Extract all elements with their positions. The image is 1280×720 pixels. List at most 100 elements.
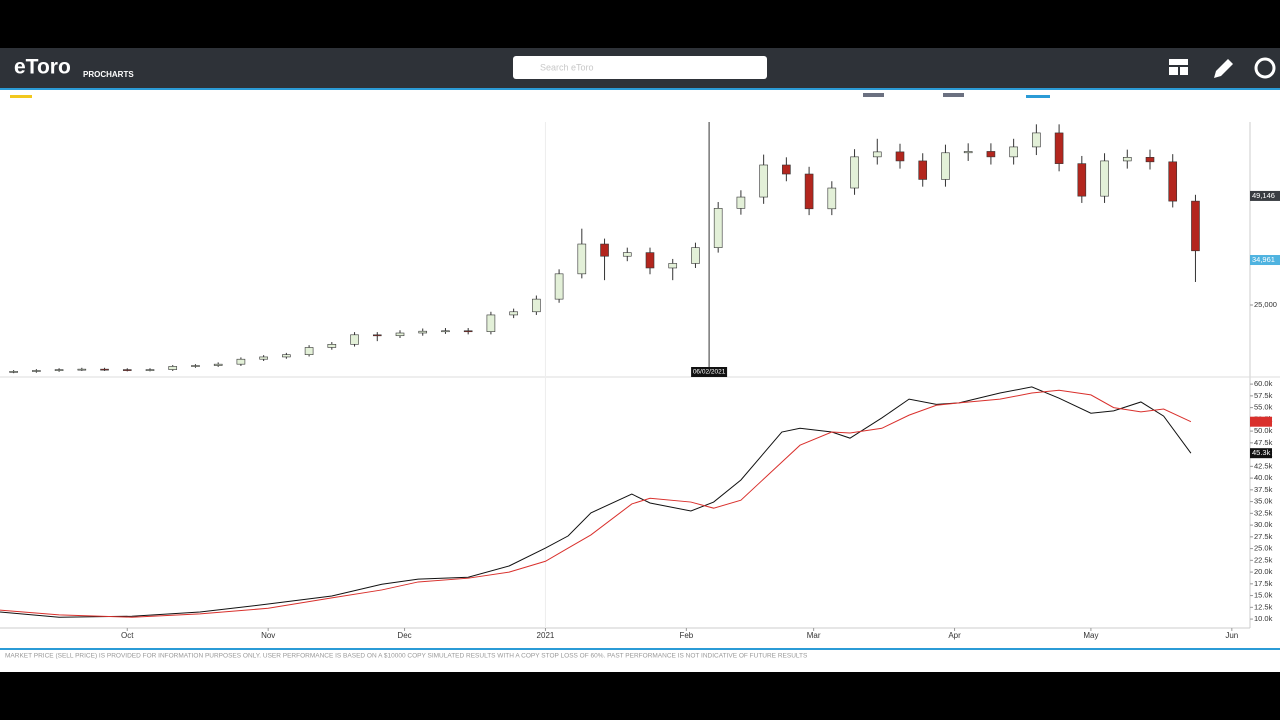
- candle-body: [122, 369, 132, 371]
- y-tick-label: 10.0k: [1254, 614, 1273, 623]
- candle-body: [32, 370, 41, 372]
- candle-body: [941, 152, 950, 180]
- candle-body: [1077, 163, 1087, 197]
- candle-body: [872, 151, 882, 158]
- candle-body: [1145, 157, 1155, 163]
- x-tick-label: Feb: [679, 631, 693, 640]
- last-value-label: 45.3k: [1252, 448, 1271, 457]
- price-label-box: [1250, 255, 1280, 266]
- y-tick-label: 12.5k: [1254, 602, 1273, 611]
- candle-body: [395, 332, 405, 337]
- candle-body: [759, 164, 768, 198]
- crosshair-label-box: [691, 367, 728, 377]
- candle-body: [327, 343, 337, 348]
- y-tick-label: 32.5k: [1254, 508, 1273, 517]
- tab[interactable]: [10, 95, 32, 98]
- tab[interactable]: [863, 93, 884, 97]
- x-tick-label: Apr: [948, 631, 961, 640]
- candle-body: [463, 330, 473, 333]
- search-box[interactable]: [513, 56, 767, 79]
- candle-body: [1191, 200, 1200, 252]
- candle-body: [1009, 146, 1018, 158]
- tab[interactable]: [1026, 95, 1050, 98]
- disclaimer: MARKET PRICE (SELL PRICE) IS PROVIDED FO…: [5, 653, 808, 660]
- y-tick-label: 27.5k: [1254, 532, 1273, 541]
- x-tick-label: Oct: [121, 631, 134, 640]
- candle-body: [486, 314, 496, 332]
- y-tick-label: 30.0k: [1254, 520, 1273, 529]
- series-last-marker: [1250, 416, 1272, 427]
- x-tick-label: 2021: [537, 631, 555, 640]
- candle-body: [554, 273, 564, 300]
- x-tick-label: May: [1083, 631, 1098, 640]
- candle-body: [54, 369, 64, 371]
- series-line: [0, 389, 1192, 618]
- search-placeholder: Search eToro: [540, 62, 594, 72]
- candle-body: [350, 334, 359, 345]
- candle-body: [577, 243, 587, 275]
- x-tick-label: Jun: [1225, 631, 1238, 640]
- candle-body: [691, 247, 700, 264]
- candle-body: [1122, 157, 1132, 162]
- price-label-box: [1250, 190, 1280, 201]
- price-label: 49,146: [1252, 191, 1275, 200]
- candle-body: [736, 196, 746, 209]
- y-tick-label: 55.0k: [1254, 403, 1273, 412]
- candle-body: [372, 334, 382, 337]
- tab[interactable]: [943, 93, 964, 97]
- candle-body: [918, 160, 928, 180]
- candle-body: [441, 330, 450, 333]
- series-last-marker: [1250, 448, 1272, 459]
- y-tick-label: 50.0k: [1254, 426, 1273, 435]
- layout-icon[interactable]: [1169, 59, 1188, 75]
- product-name: PROCHARTS: [83, 70, 134, 79]
- candle-body: [282, 354, 291, 358]
- candle-body: [236, 358, 246, 365]
- candle-body: [532, 298, 541, 313]
- y-tick-label: 35.0k: [1254, 497, 1273, 506]
- candle-body: [713, 208, 723, 248]
- candle-body: [804, 173, 814, 210]
- x-tick-label: Dec: [397, 631, 411, 640]
- candle-body: [782, 164, 791, 175]
- y-tick-label: 17.5k: [1254, 579, 1273, 588]
- candle-body: [1100, 160, 1109, 197]
- candle-body: [191, 365, 200, 367]
- candle-body: [600, 243, 609, 257]
- y-tick-label: 25.0k: [1254, 544, 1273, 553]
- candle-body: [895, 151, 905, 162]
- candle-body: [509, 311, 518, 316]
- candle-body: [418, 330, 428, 334]
- candle-body: [963, 151, 973, 154]
- y-tick-label: 60.0k: [1254, 379, 1273, 388]
- crosshair-label: 06/02/2021: [693, 369, 726, 376]
- y-tick-label: 25,000: [1254, 300, 1277, 309]
- y-tick-label: 42.5k: [1254, 461, 1273, 470]
- candle-body: [168, 366, 178, 370]
- candle-body: [622, 252, 632, 257]
- y-tick-label: 15.0k: [1254, 591, 1273, 600]
- logo[interactable]: eToro: [14, 56, 71, 79]
- series-line: [0, 386, 1192, 618]
- price-label: 34,961: [1252, 255, 1275, 264]
- y-tick-label: 20.0k: [1254, 567, 1273, 576]
- candle-body: [1168, 161, 1178, 202]
- candle-body: [668, 263, 678, 269]
- candle-body: [145, 369, 155, 371]
- candle-body: [259, 356, 268, 360]
- x-tick-label: Mar: [807, 631, 821, 640]
- y-tick-label: 57.5k: [1254, 391, 1273, 400]
- candle-body: [77, 368, 87, 371]
- candle-body: [213, 363, 223, 366]
- y-tick-label: 47.5k: [1254, 438, 1273, 447]
- edit-icon[interactable]: [1214, 59, 1233, 78]
- etoro-icon[interactable]: [1254, 57, 1276, 79]
- candle-body: [304, 347, 314, 355]
- candle-body: [1032, 132, 1041, 148]
- top-accent: [0, 88, 1280, 90]
- candle-body: [986, 151, 996, 158]
- y-tick-label: 22.5k: [1254, 555, 1273, 564]
- y-tick-label: 40.0k: [1254, 473, 1273, 482]
- candle-body: [850, 156, 859, 189]
- bottom-accent: [0, 648, 1280, 650]
